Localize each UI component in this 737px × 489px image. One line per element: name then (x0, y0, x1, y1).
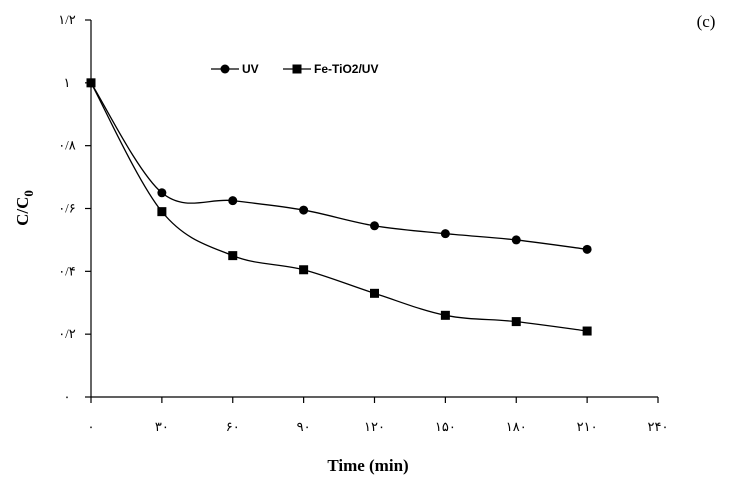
x-tick-label: ۱۵۰ (435, 419, 456, 434)
data-point-square (299, 265, 309, 275)
x-tick-label: ۲۱۰ (577, 419, 598, 434)
data-point-square (440, 310, 450, 320)
x-tick-label: ۹۰ (297, 419, 311, 434)
y-tick-label: ۱ (64, 75, 71, 90)
y-axis-title: C/C0 (13, 190, 36, 226)
y-tick-label: ۰/۶ (58, 201, 76, 216)
axes: ۰ ۰/۲ ۰/۴ ۰/۶ ۰/۸ ۱ ۱/۲ ۰ ۳۰ ۶۰ ۹۰ ۱۲۰ ۱۵۰ ۱۸۰ ۲۱۰ ۲۴۰ (58, 12, 668, 434)
legend: UV Fe-TiO2/UV (211, 62, 378, 76)
series-line (90, 82, 588, 250)
y-axis-title-subscript: 0 (21, 190, 36, 197)
y-tick-label: ۰/۸ (58, 138, 76, 153)
data-point-circle (370, 221, 379, 231)
y-tick-label: ۰ (64, 389, 71, 404)
x-tick-label: ۳۰ (155, 419, 169, 434)
series-uv (86, 78, 592, 254)
legend-item: UV (211, 62, 259, 76)
data-point-circle (228, 196, 238, 206)
legend-item: Fe-TiO2/UV (283, 62, 378, 76)
series-line (90, 82, 588, 332)
x-tick-label: ۱۲۰ (364, 419, 385, 434)
data-point-square (157, 207, 167, 217)
y-tick-label: ۱/۲ (58, 12, 76, 27)
data-point-circle (157, 188, 167, 198)
legend-marker-circle (220, 64, 230, 74)
data-point-square (86, 78, 96, 88)
x-axis-title: Time (min) (327, 456, 408, 475)
y-tick-label: ۰/۴ (58, 263, 76, 278)
panel-label: (c) (697, 12, 716, 31)
x-tick-label: ۶۰ (226, 419, 240, 434)
x-tick-label: ۱۸۰ (506, 419, 527, 434)
y-tick-label: ۰/۲ (58, 326, 76, 341)
data-point-square (370, 288, 379, 298)
data-point-circle (582, 244, 592, 254)
x-tick-label: ۰ (88, 419, 95, 434)
data-point-square (511, 317, 521, 327)
legend-label: UV (242, 62, 259, 76)
series-fe-tio2-uv (86, 78, 592, 336)
x-tick-label: ۲۴۰ (648, 419, 669, 434)
data-point-circle (299, 205, 309, 215)
y-axis-title-main: C/C (13, 197, 32, 226)
data-point-circle (511, 235, 521, 245)
legend-marker-square (292, 64, 302, 74)
series-group (86, 78, 592, 336)
data-point-circle (440, 229, 450, 239)
data-point-square (582, 326, 592, 336)
data-point-square (228, 251, 238, 261)
legend-label: Fe-TiO2/UV (314, 62, 378, 76)
